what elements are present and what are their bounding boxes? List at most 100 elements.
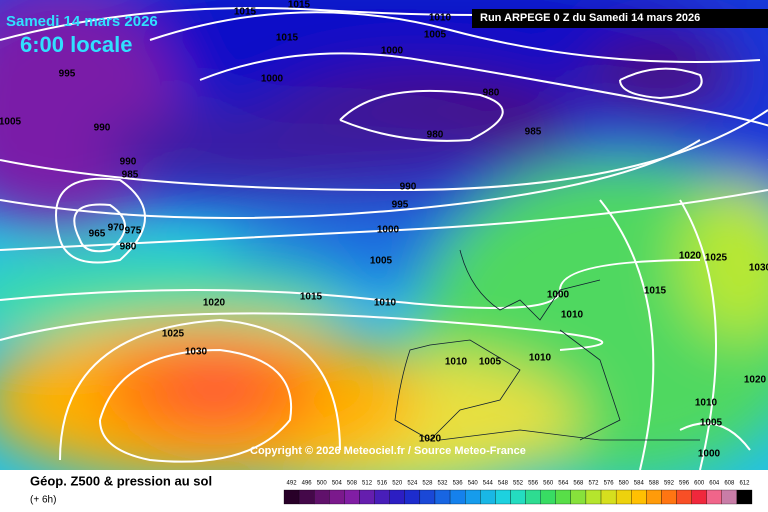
colorbar-label: 520 xyxy=(392,481,403,487)
colorbar-swatch xyxy=(540,489,556,505)
isobar-label: 1030 xyxy=(749,263,768,274)
colorbar-label: 548 xyxy=(498,481,509,487)
colorbar-label: 504 xyxy=(332,481,343,487)
isobar-label: 1020 xyxy=(679,251,702,262)
colorbar-swatch xyxy=(419,489,436,505)
isobar-label: 1015 xyxy=(234,7,257,18)
colorbar-label: 600 xyxy=(694,481,705,487)
colorbar-swatch xyxy=(631,489,647,505)
isobar-label: 1015 xyxy=(288,0,311,11)
colorbar-swatch xyxy=(298,489,315,505)
colorbar-label: 536 xyxy=(453,481,464,487)
colorbar-label: 576 xyxy=(604,481,615,487)
colorbar-swatch xyxy=(329,489,345,505)
colorbar-swatch xyxy=(661,489,677,505)
isobar-label: 970 xyxy=(108,223,125,234)
isobar-label: 975 xyxy=(125,226,142,237)
isobar-label: 985 xyxy=(525,127,542,138)
isobar-label: 1020 xyxy=(744,375,767,386)
isobar-label: 980 xyxy=(427,130,444,141)
isobar-label: 1000 xyxy=(377,225,400,236)
date-text: Samedi 14 mars 2026 xyxy=(6,13,158,30)
colorbar-swatch xyxy=(389,489,405,505)
isobar-label: 1010 xyxy=(529,353,552,364)
colorbar-label: 592 xyxy=(664,481,675,487)
isobar-label: 1000 xyxy=(547,290,570,301)
colorbar-swatch xyxy=(283,489,300,505)
isobar-label: 1025 xyxy=(705,253,728,264)
isobar-label: 1005 xyxy=(370,256,393,267)
colorbar-label: 568 xyxy=(573,481,584,487)
isobar-label: 995 xyxy=(392,200,409,211)
colorbar-label: 508 xyxy=(347,481,358,487)
colorbar-swatch xyxy=(585,489,602,505)
colorbar-label: 604 xyxy=(709,481,720,487)
isobar-label: 1020 xyxy=(203,298,226,309)
isobar-label: 990 xyxy=(400,182,417,193)
colorbar-swatch xyxy=(600,489,617,505)
colorbar-swatch xyxy=(314,489,330,505)
isobar-label: 1015 xyxy=(300,292,323,303)
colorbar-label: 552 xyxy=(513,481,524,487)
colorbar-swatch xyxy=(570,489,587,505)
colorbar-label: 588 xyxy=(649,481,660,487)
colorbar-label: 560 xyxy=(543,481,554,487)
colorbar-swatch xyxy=(555,489,571,505)
isobar-label: 1010 xyxy=(445,357,468,368)
isobar-label: 990 xyxy=(120,157,137,168)
colorbar-label: 528 xyxy=(422,481,433,487)
isobar-label: 965 xyxy=(89,229,106,240)
colorbar-label: 580 xyxy=(619,481,630,487)
field xyxy=(0,0,768,470)
colorbar-label: 524 xyxy=(407,481,418,487)
colorbar-label: 532 xyxy=(438,481,449,487)
colorbar-label: 612 xyxy=(739,481,750,487)
colorbar-swatch xyxy=(615,489,632,505)
colorbar-label: 572 xyxy=(588,481,599,487)
isobar-label: 1015 xyxy=(276,33,299,44)
colorbar-label: 564 xyxy=(558,481,569,487)
isobars xyxy=(0,7,768,470)
time-text: 6:00 locale xyxy=(20,32,133,57)
colorbar-label: 500 xyxy=(317,481,328,487)
footer-title: Géop. Z500 & pression au sol xyxy=(30,473,212,488)
isobar-label: 1005 xyxy=(700,418,723,429)
copyright: Copyright © 2026 Meteociel.fr / Source M… xyxy=(250,445,526,457)
colorbar-swatch xyxy=(374,489,390,505)
colorbar-swatch xyxy=(480,489,496,505)
colorbar-swatch xyxy=(676,489,692,505)
colorbar-label: 540 xyxy=(468,481,479,487)
colorbar-swatch xyxy=(495,489,511,505)
coastlines xyxy=(394,249,700,441)
colorbar-label: 544 xyxy=(483,481,494,487)
colorbar-swatch xyxy=(646,489,662,505)
isobar-label: 1005 xyxy=(424,30,447,41)
isobar-label: 1000 xyxy=(381,46,404,57)
isobar-label: 980 xyxy=(483,88,500,99)
colorbar-swatch xyxy=(449,489,466,505)
colorbar-swatch xyxy=(525,489,541,505)
colorbar-swatch xyxy=(465,489,481,505)
colorbar-label: 516 xyxy=(377,481,388,487)
colorbar-swatch xyxy=(344,489,360,505)
colorbar-label: 496 xyxy=(302,481,313,487)
colorbar-label: 512 xyxy=(362,481,373,487)
isobar-label: 980 xyxy=(120,242,137,253)
run-banner xyxy=(472,9,768,28)
colorbar-swatch xyxy=(510,489,526,505)
isobar-label: 1000 xyxy=(698,449,721,460)
colorbar-label: 556 xyxy=(528,481,539,487)
colorbar-label: 584 xyxy=(634,481,645,487)
isobar-label: 1005 xyxy=(479,357,502,368)
isobar-label: 1020 xyxy=(419,434,442,445)
colorbar-swatch xyxy=(434,489,451,505)
colorbar-swatch xyxy=(404,489,421,505)
isobar-label: 1010 xyxy=(374,298,397,309)
isobar-label: 1015 xyxy=(644,286,667,297)
isobar-label: 1010 xyxy=(695,398,718,409)
isobar-label: 1010 xyxy=(429,13,452,24)
isobar-label: 985 xyxy=(122,170,139,181)
colorbar-label: 492 xyxy=(287,481,298,487)
